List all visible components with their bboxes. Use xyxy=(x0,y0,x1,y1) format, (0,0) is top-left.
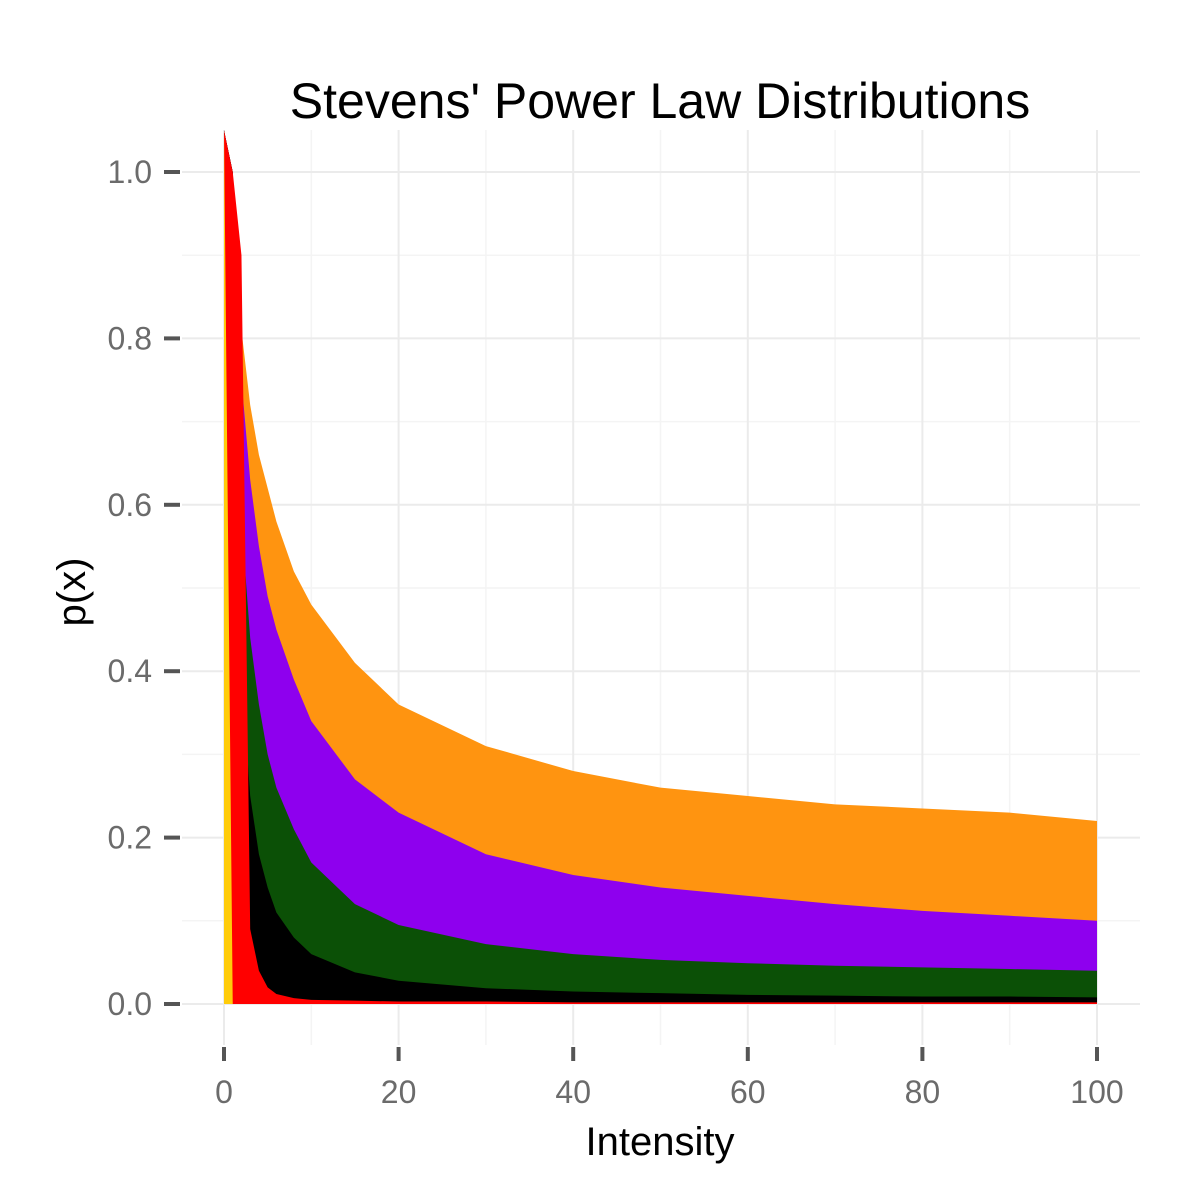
x-tick-label: 0 xyxy=(215,1074,233,1110)
y-tick-label: 0.4 xyxy=(108,653,152,689)
y-axis: 0.0 0.2 0.4 0.6 0.8 1.0 xyxy=(108,154,180,1022)
x-tick-label: 60 xyxy=(730,1074,766,1110)
x-axis-title: Intensity xyxy=(586,1120,735,1164)
area-series-1 xyxy=(224,130,1097,1004)
chart-title: Stevens' Power Law Distributions xyxy=(290,73,1030,129)
y-tick-label: 0.2 xyxy=(108,820,152,856)
x-axis: 0 20 40 60 80 100 xyxy=(215,1047,1124,1110)
y-tick-label: 0.6 xyxy=(108,487,152,523)
y-tick-label: 1.0 xyxy=(108,154,152,190)
x-tick-label: 80 xyxy=(905,1074,941,1110)
y-tick-label: 0.8 xyxy=(108,320,152,356)
data-areas xyxy=(224,130,1097,1004)
y-tick-label: 0.0 xyxy=(108,986,152,1022)
x-tick-label: 40 xyxy=(555,1074,591,1110)
x-tick-label: 20 xyxy=(381,1074,417,1110)
y-axis-title: p(x) xyxy=(50,558,94,627)
area-series-3 xyxy=(224,130,1097,1004)
x-tick-label: 100 xyxy=(1070,1074,1123,1110)
